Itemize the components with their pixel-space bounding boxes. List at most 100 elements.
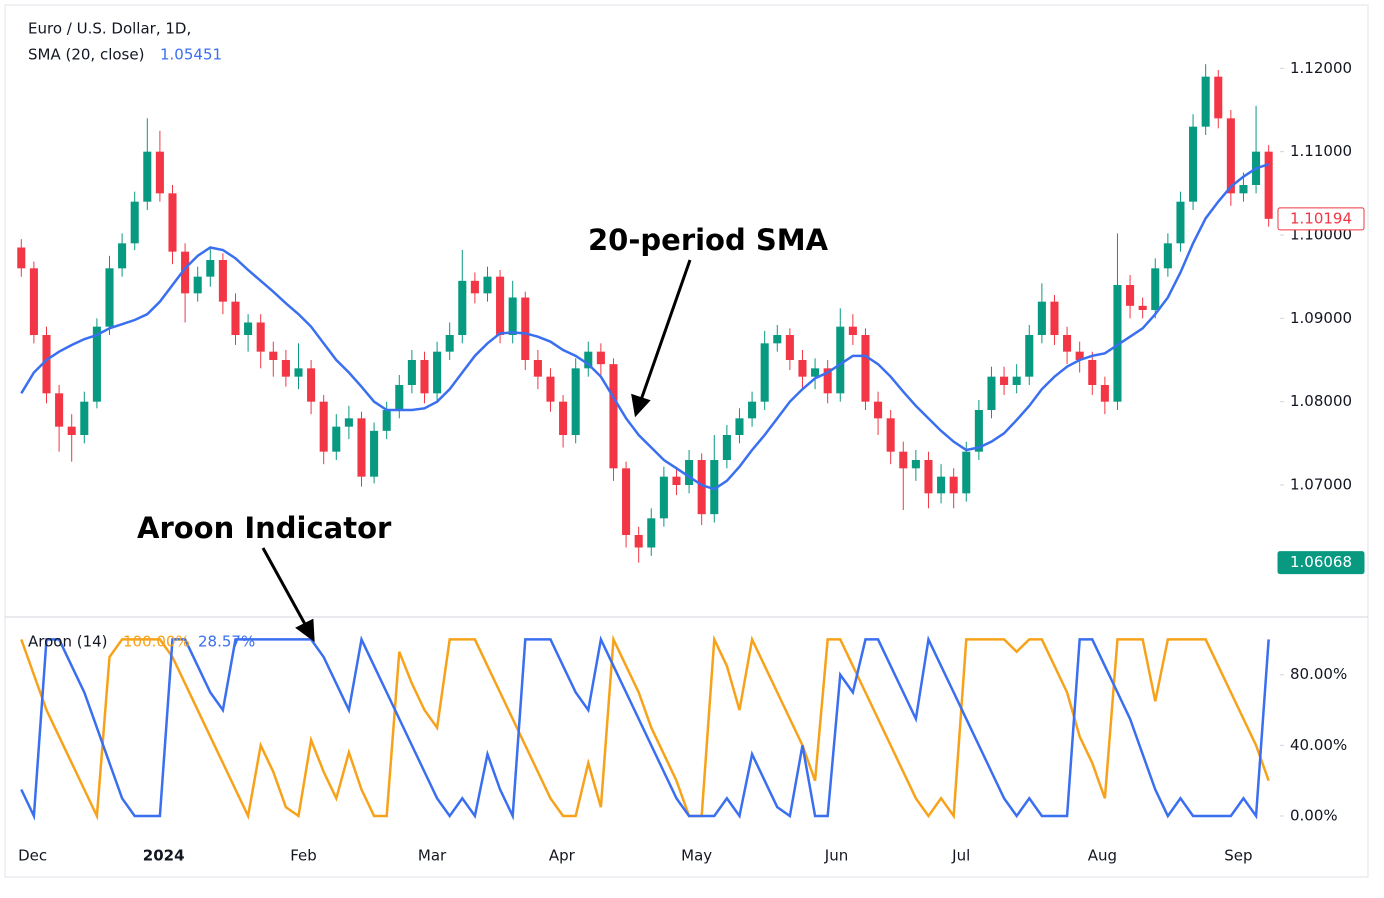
y-tick-label: 80.00% bbox=[1290, 665, 1347, 683]
x-tick-label: May bbox=[681, 847, 712, 865]
candle-body bbox=[848, 326, 857, 335]
x-tick-label: Dec bbox=[18, 847, 47, 865]
candle-body bbox=[370, 430, 379, 477]
x-tick-label: Apr bbox=[549, 847, 576, 865]
candle-body bbox=[1037, 301, 1046, 335]
y-tick-label: 0.00% bbox=[1290, 806, 1338, 824]
candle-body bbox=[811, 368, 820, 377]
candle-body bbox=[445, 335, 454, 352]
candle-body bbox=[710, 460, 719, 515]
plot-layer: Dec 2024 Feb Mar Apr May Jun Jul Aug Sep 1.07000 1.… bbox=[17, 59, 1365, 865]
arrow bbox=[639, 259, 692, 401]
annotation: 20-period SMA bbox=[588, 223, 829, 257]
candle-body bbox=[1113, 285, 1122, 402]
chart-title: Euro / U.S. Dollar, 1D, bbox=[28, 20, 191, 38]
candle-body bbox=[407, 360, 416, 385]
legend-label: SMA (20, close) bbox=[28, 46, 144, 64]
candle-body bbox=[962, 451, 971, 494]
candle-body bbox=[168, 193, 177, 252]
candle-body bbox=[634, 535, 643, 548]
candle-body bbox=[697, 460, 706, 515]
candle-body bbox=[609, 364, 618, 469]
candle-body bbox=[886, 418, 895, 452]
candle-body bbox=[685, 460, 694, 485]
legend-value: 1.05451 bbox=[160, 46, 222, 64]
candle-body bbox=[496, 276, 505, 335]
candle-body bbox=[874, 401, 883, 419]
candle-body bbox=[281, 360, 290, 377]
candle-body bbox=[269, 351, 278, 360]
candle-body bbox=[773, 335, 782, 344]
candle-body bbox=[67, 426, 76, 435]
candle-body bbox=[244, 322, 253, 335]
candle-body bbox=[1151, 268, 1160, 310]
candle-body bbox=[294, 368, 303, 377]
candle-body bbox=[659, 476, 668, 519]
candle-body bbox=[118, 243, 127, 269]
candle-body bbox=[521, 297, 530, 360]
candle-body bbox=[218, 260, 227, 302]
candle-body bbox=[899, 451, 908, 469]
candle-body bbox=[672, 476, 681, 485]
candle-body bbox=[559, 401, 568, 435]
candle-body bbox=[17, 247, 26, 269]
candle-body bbox=[395, 385, 404, 410]
candle-body bbox=[55, 393, 64, 427]
candle-body bbox=[949, 476, 958, 494]
candle-body bbox=[319, 401, 328, 452]
candle-body bbox=[546, 376, 555, 402]
y-tick-label: 40.00% bbox=[1290, 736, 1347, 754]
candle-body bbox=[1239, 185, 1248, 194]
candle-body bbox=[256, 322, 265, 352]
candle-body bbox=[1025, 335, 1034, 377]
candle-body bbox=[382, 410, 391, 431]
sma-line bbox=[20, 162, 1270, 491]
legend-value: 28.57% bbox=[198, 633, 255, 651]
candle-body bbox=[1226, 118, 1235, 194]
candle-body bbox=[1214, 76, 1223, 119]
x-tick-label: Sep bbox=[1224, 847, 1252, 865]
candle-body bbox=[80, 401, 89, 435]
y-tick-label: 1.08000 bbox=[1290, 392, 1352, 410]
candle-body bbox=[105, 268, 114, 327]
y-tick-label: 1.11000 bbox=[1290, 142, 1352, 160]
aroon-line bbox=[20, 635, 1270, 821]
candle-body bbox=[836, 326, 845, 394]
y-tick-label: 1.12000 bbox=[1290, 59, 1352, 77]
legend-value: 100.00% bbox=[123, 633, 190, 651]
candle-body bbox=[722, 435, 731, 460]
candle-body bbox=[92, 326, 101, 402]
x-tick-label: Feb bbox=[290, 847, 317, 865]
candle-body bbox=[508, 297, 517, 335]
candle-body bbox=[206, 260, 215, 277]
candle-body bbox=[785, 335, 794, 360]
x-tick-label: Aug bbox=[1088, 847, 1117, 865]
price-tag bbox=[1277, 551, 1365, 575]
candle-body bbox=[155, 151, 164, 194]
y-tick-label: 1.09000 bbox=[1290, 309, 1352, 327]
arrowhead bbox=[295, 618, 315, 643]
candle-body bbox=[974, 410, 983, 452]
annotation-arrows bbox=[261, 259, 692, 643]
candle-body bbox=[1138, 305, 1147, 310]
candle-body bbox=[1088, 360, 1097, 385]
candle-body bbox=[1176, 201, 1185, 244]
candle-body bbox=[420, 360, 429, 394]
candle-body bbox=[1050, 301, 1059, 335]
candle-body bbox=[647, 518, 656, 548]
pane-title: Aroon (14) bbox=[28, 633, 108, 651]
candle-body bbox=[924, 460, 933, 494]
candle-body bbox=[458, 280, 467, 335]
candle-body bbox=[1063, 335, 1072, 352]
x-tick-label: Mar bbox=[418, 847, 447, 865]
frame bbox=[4, 4, 1369, 878]
candle-body bbox=[571, 368, 580, 435]
candle-body bbox=[1012, 376, 1021, 385]
annotation: Aroon Indicator bbox=[137, 511, 392, 545]
candle-body bbox=[748, 401, 757, 419]
price-tag-label: 1.10194 bbox=[1290, 209, 1352, 227]
candle-body bbox=[735, 418, 744, 435]
candle-body bbox=[987, 376, 996, 410]
candle-body bbox=[861, 335, 870, 402]
candle-body bbox=[823, 368, 832, 394]
